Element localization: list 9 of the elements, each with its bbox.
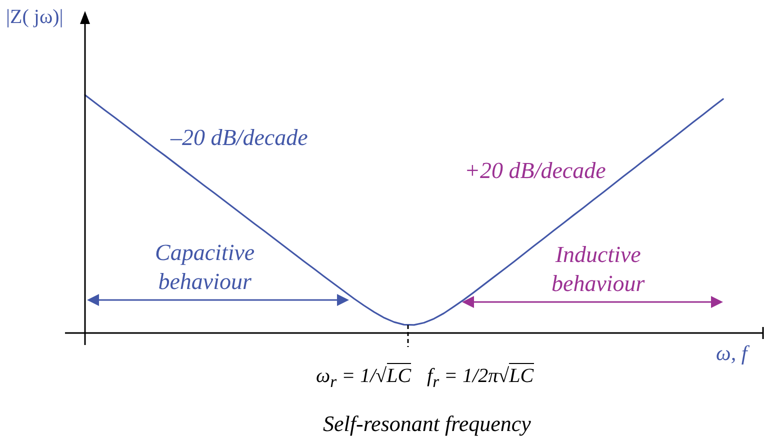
annotation: –20 dB/decade <box>170 125 308 150</box>
y-axis-title: |Z( jω)| <box>6 6 64 28</box>
annotation: Inductive behaviour <box>552 241 645 298</box>
text: ω$_{r}$ = 1/√LC <box>316 364 412 390</box>
annotation: +20 dB/decade <box>464 158 606 183</box>
text: Self-resonant frequency <box>323 411 531 436</box>
annotation: Capacitive behaviour <box>155 239 255 296</box>
x-axis-title: ω, f <box>716 341 748 365</box>
text: f$_{r}$ = 1/2π√LC <box>427 364 534 390</box>
